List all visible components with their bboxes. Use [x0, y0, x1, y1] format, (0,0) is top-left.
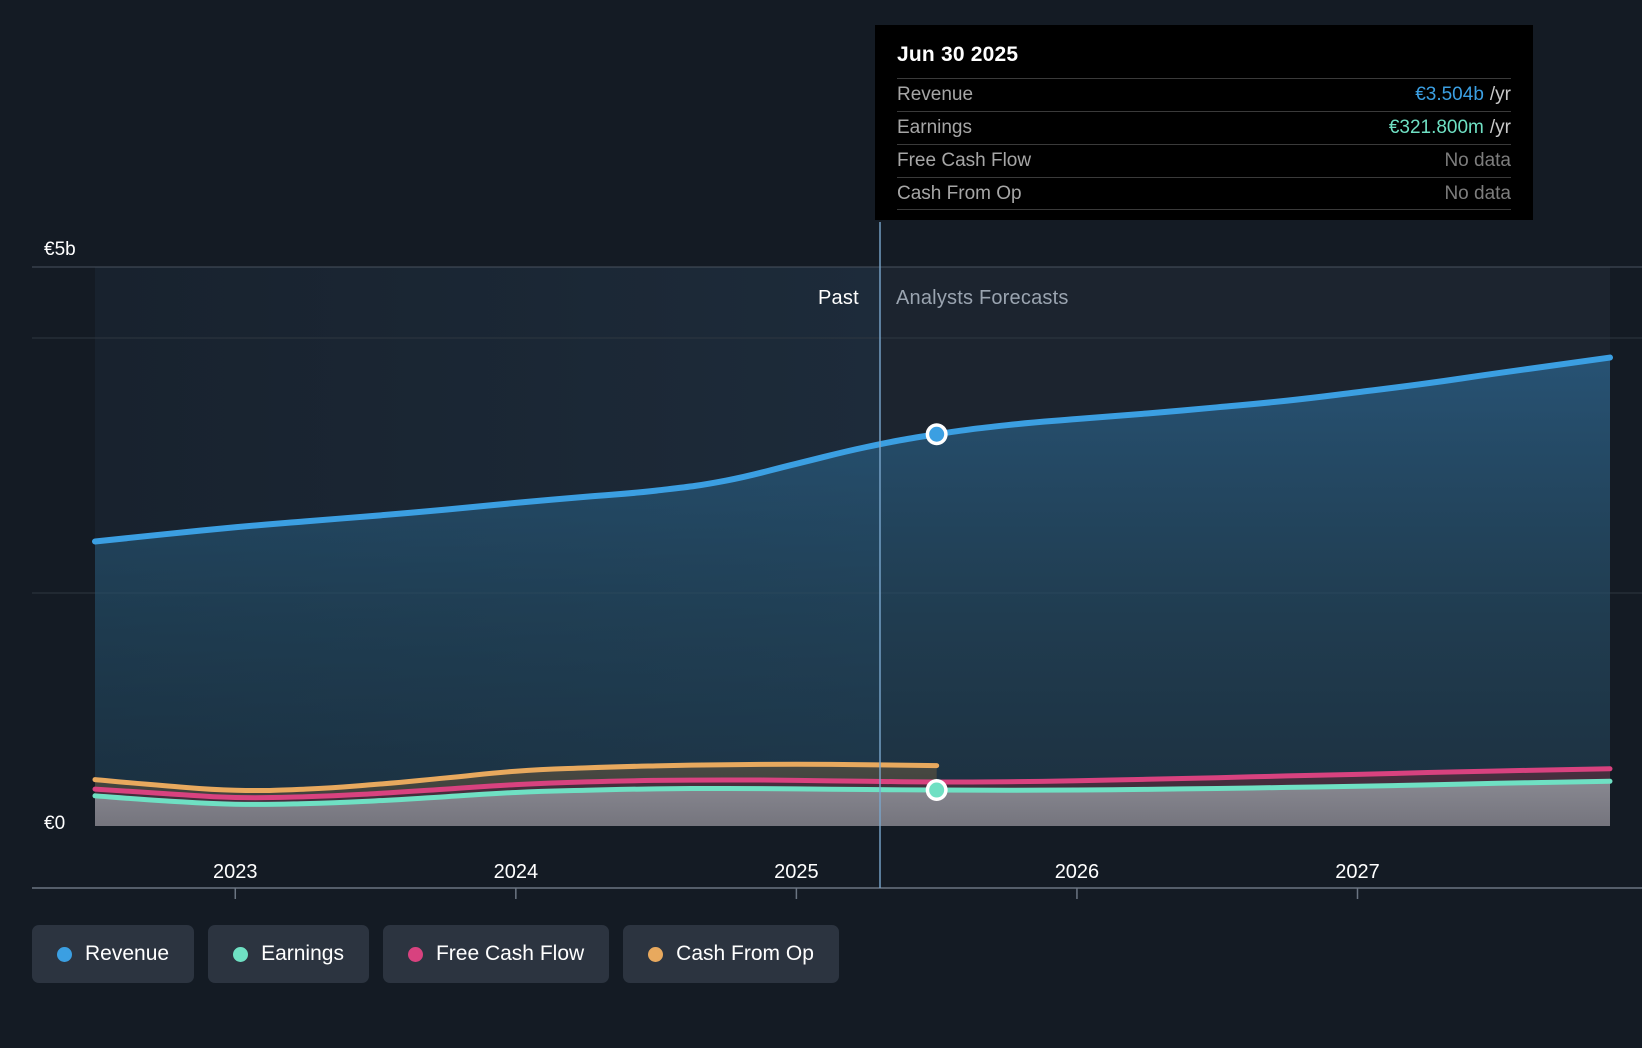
series-line-free-cash-flow[interactable]	[92, 766, 1613, 801]
tooltip-row-label: Revenue	[897, 84, 974, 105]
tooltip-row-earnings: Earnings €321.800m/yr	[897, 111, 1511, 144]
x-axis-label-2025: 2025	[774, 861, 819, 883]
y-axis-tick-top: €5b	[44, 239, 76, 260]
series-line-cash-from-op[interactable]	[92, 761, 940, 794]
legend-dot-icon	[648, 946, 664, 962]
tooltip-row-value: No data	[1444, 150, 1511, 171]
x-axis-label-2026: 2026	[1054, 861, 1100, 883]
x-axis-label-2024: 2024	[493, 861, 539, 883]
series-line-earnings[interactable]	[92, 778, 1613, 807]
legend-item-label: Earnings	[261, 942, 344, 965]
tooltip-row-label: Cash From Op	[897, 182, 1022, 204]
legend-item-label: Free Cash Flow	[435, 942, 585, 965]
y-axis-tick-zero: €0	[44, 813, 66, 834]
tooltip-row-label: Free Cash Flow	[897, 150, 1032, 171]
x-tick-marks	[234, 888, 1359, 899]
tooltip-row-value: No data	[1444, 182, 1511, 204]
x-axis-label-2023: 2023	[213, 861, 258, 883]
past-region-label: Past	[818, 287, 859, 309]
tooltip-date-title: Jun 30 2025	[897, 43, 1019, 66]
tooltip-row-free-cash-flow: Free Cash Flow No data	[897, 144, 1511, 177]
legend-item-earnings[interactable]: Earnings	[208, 925, 369, 983]
tooltip-row-unit: /yr	[1489, 84, 1511, 105]
legend-item-free-cash-flow[interactable]: Free Cash Flow	[382, 925, 610, 983]
tooltip-row-value-group: No data	[1444, 150, 1511, 172]
marker-point-earnings[interactable]	[929, 782, 945, 798]
forecast-region-label: Analysts Forecasts	[896, 287, 1069, 309]
chart-legend[interactable]: Revenue Earnings Free Cash Flow Cash From O…	[32, 925, 839, 983]
series-line-revenue[interactable]	[92, 354, 1613, 545]
tooltip-row-revenue: Revenue €3.504b/yr	[897, 78, 1511, 111]
legend-item-label: Cash From Op	[676, 942, 814, 965]
tooltip-row-value: €321.800m	[1388, 117, 1484, 138]
tooltip-row-value-group: €3.504b/yr	[1415, 84, 1511, 106]
tooltip-row-cash-from-op: Cash From Op No data	[897, 177, 1511, 210]
legend-dot-icon	[57, 946, 72, 962]
series-area-earnings	[95, 781, 1610, 826]
legend-item-revenue[interactable]: Revenue	[32, 925, 195, 983]
chart-tooltip: Jun 30 2025 Revenue €3.504b/yr Earnings €32…	[875, 25, 1533, 220]
legend-item-cash-from-op[interactable]: Cash From Op	[623, 925, 839, 983]
series-layer	[92, 354, 1613, 826]
tooltip-row-value-group: No data	[1444, 183, 1511, 205]
legend-dot-icon	[233, 946, 249, 962]
data-point-markers	[925, 423, 948, 802]
tooltip-row-label: Earnings	[897, 117, 972, 138]
marker-point-revenue[interactable]	[929, 426, 945, 442]
tooltip-row-value: €3.504b	[1415, 84, 1484, 105]
chart-plot-area[interactable]: Past Analysts Forecasts €5b €0 2023 2024 2…	[0, 0, 1642, 900]
legend-item-label: Revenue	[85, 942, 170, 965]
series-area-revenue	[95, 357, 1610, 826]
chart-svg	[32, 222, 1642, 899]
tooltip-row-value-group: €321.800m/yr	[1389, 117, 1511, 139]
tooltip-rows: Revenue €3.504b/yr Earnings €321.800m/yr Fre…	[897, 78, 1511, 210]
legend-dot-icon	[407, 946, 423, 962]
tooltip-row-unit: /yr	[1489, 117, 1511, 138]
x-axis-label-2027: 2027	[1335, 861, 1380, 883]
